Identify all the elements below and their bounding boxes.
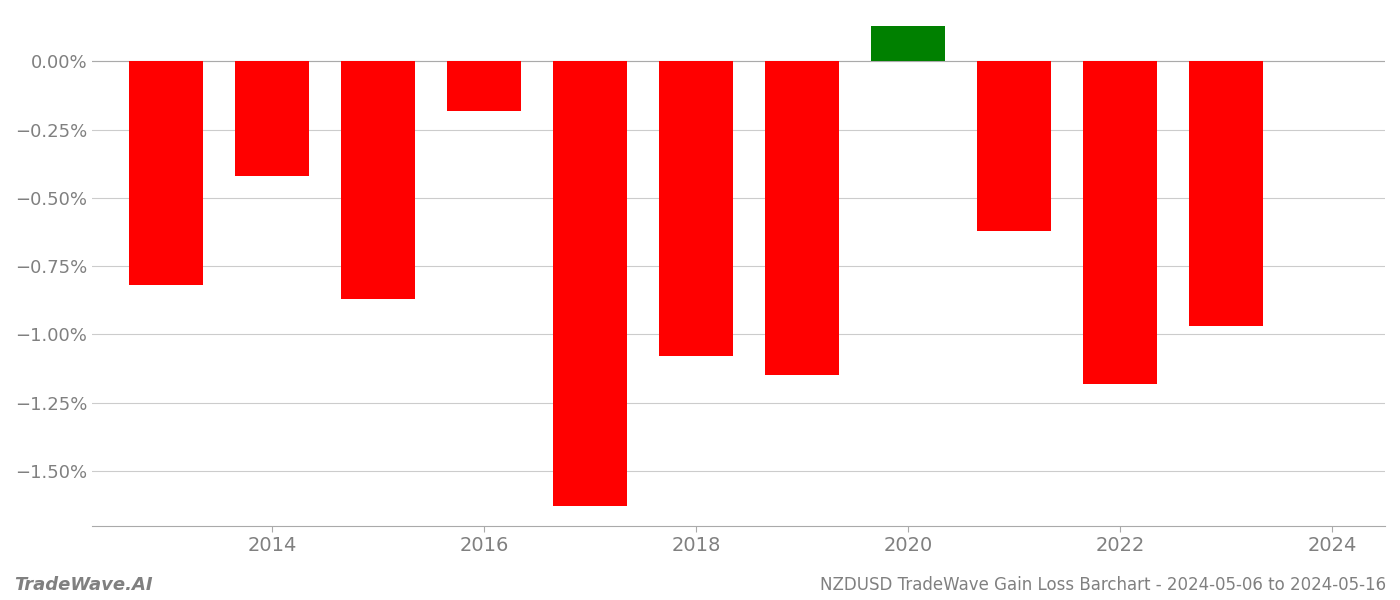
Bar	[447, 61, 521, 110]
Bar	[129, 61, 203, 286]
Bar	[871, 26, 945, 61]
Bar	[766, 61, 839, 376]
Bar	[235, 61, 309, 176]
Bar	[1084, 61, 1158, 383]
Bar	[977, 61, 1051, 231]
Text: TradeWave.AI: TradeWave.AI	[14, 576, 153, 594]
Bar	[342, 61, 416, 299]
Text: NZDUSD TradeWave Gain Loss Barchart - 2024-05-06 to 2024-05-16: NZDUSD TradeWave Gain Loss Barchart - 20…	[820, 576, 1386, 594]
Bar	[659, 61, 734, 356]
Bar	[553, 61, 627, 506]
Bar	[1189, 61, 1263, 326]
